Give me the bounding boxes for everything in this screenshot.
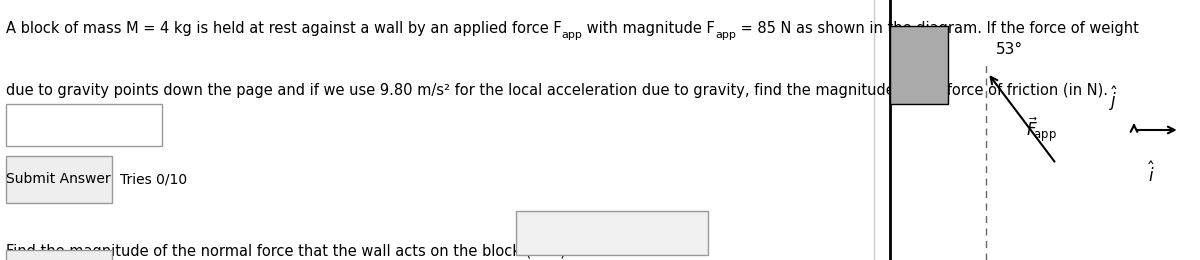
Text: $\vec{F}_{\!\mathrm{app}}$: $\vec{F}_{\!\mathrm{app}}$ <box>1026 116 1057 144</box>
Text: A block of mass M = 4 kg is held at rest against a wall by an applied force F: A block of mass M = 4 kg is held at rest… <box>6 21 562 36</box>
FancyBboxPatch shape <box>6 250 112 260</box>
FancyBboxPatch shape <box>890 26 948 104</box>
Text: $\hat{i}$: $\hat{i}$ <box>1148 162 1156 186</box>
Text: app: app <box>562 30 582 40</box>
FancyBboxPatch shape <box>6 104 162 146</box>
Text: $\hat{j}$: $\hat{j}$ <box>1109 84 1118 113</box>
FancyBboxPatch shape <box>6 156 112 203</box>
Text: 53°: 53° <box>996 42 1024 57</box>
Text: = 85 N as shown in the diagram. If the force of weight: = 85 N as shown in the diagram. If the f… <box>736 21 1139 36</box>
Text: app: app <box>715 30 736 40</box>
Text: Tries 0/10: Tries 0/10 <box>120 172 187 186</box>
Text: due to gravity points down the page and if we use 9.80 m/s² for the local accele: due to gravity points down the page and … <box>6 83 1108 98</box>
FancyBboxPatch shape <box>516 211 708 255</box>
Text: with magnitude F: with magnitude F <box>582 21 715 36</box>
Text: Find the magnitude of the normal force that the wall acts on the block (in N).: Find the magnitude of the normal force t… <box>6 244 571 259</box>
Text: Submit Answer: Submit Answer <box>6 172 112 186</box>
